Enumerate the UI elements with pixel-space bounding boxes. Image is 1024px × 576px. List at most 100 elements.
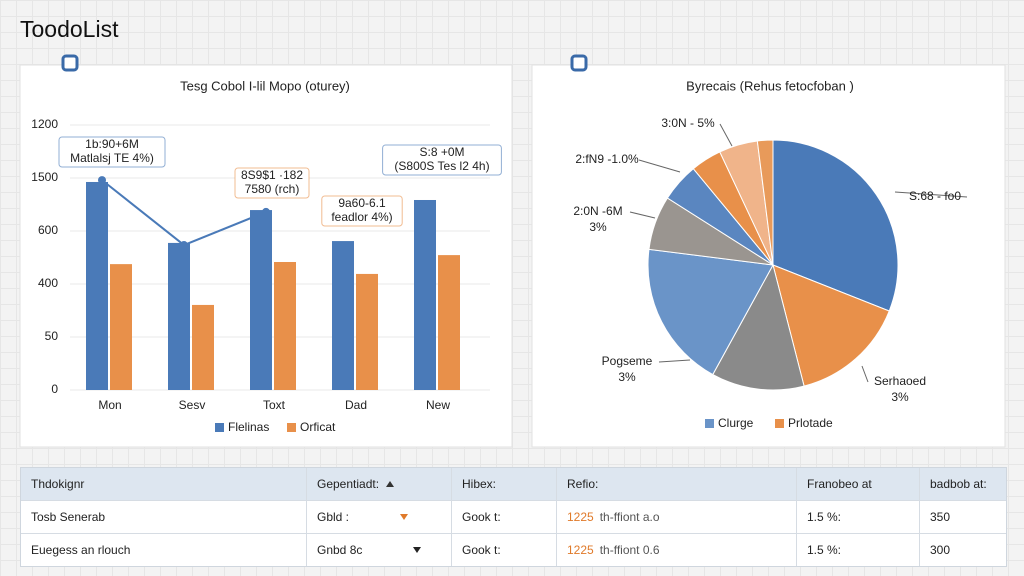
point bbox=[180, 241, 188, 250]
leader-line bbox=[719, 123, 733, 147]
pie-slice bbox=[647, 248, 774, 376]
slice-label: Pogseme bbox=[602, 354, 653, 368]
cell: 1.5 %: bbox=[796, 501, 919, 533]
x-tick-label: Sesv bbox=[179, 398, 206, 412]
leader-line bbox=[629, 211, 656, 219]
cell-text: Gnbd 8c bbox=[317, 543, 363, 557]
legend-swatch bbox=[705, 419, 714, 428]
annotation-box bbox=[58, 136, 166, 168]
x-tick-label: New bbox=[426, 398, 450, 412]
bar bbox=[414, 199, 436, 390]
point bbox=[98, 176, 106, 185]
sort-icon bbox=[386, 481, 395, 487]
header-cell[interactable]: Gepentiadt: bbox=[306, 468, 451, 500]
cell-text: th-ffiont a.o bbox=[599, 510, 660, 524]
legend-swatch bbox=[287, 423, 296, 432]
bar bbox=[274, 262, 296, 390]
leader-line bbox=[658, 359, 691, 363]
legend-label: Clurge bbox=[718, 416, 754, 430]
header-cell[interactable]: Refio: bbox=[556, 468, 796, 500]
bar bbox=[332, 241, 354, 390]
point bbox=[262, 207, 270, 216]
bar bbox=[110, 264, 132, 390]
panel-icon[interactable] bbox=[570, 54, 588, 72]
header-text: Gepentiadt: bbox=[317, 477, 380, 491]
cell: 1225 th-ffiont 0.6 bbox=[556, 534, 796, 566]
bar-title: Tesg Cobol I-lil Mopo (oturey) bbox=[180, 78, 350, 93]
bar bbox=[438, 255, 460, 390]
leader-line bbox=[861, 365, 869, 383]
bar bbox=[168, 242, 190, 390]
legend-label: Prlotade bbox=[788, 416, 833, 430]
slice-label: 2:fN9 -1.0% bbox=[575, 152, 639, 166]
app-title: ToodoList bbox=[20, 16, 119, 42]
cell-text: Gbld : bbox=[317, 510, 350, 524]
leader-line bbox=[638, 159, 681, 173]
slice-label: 3:0N - 5% bbox=[661, 116, 715, 130]
annotation-text: (S800S Tes l2 4h) bbox=[394, 159, 489, 173]
x-tick-label: Mon bbox=[98, 398, 121, 412]
cell-number: 1225 bbox=[567, 510, 594, 524]
header-cell[interactable]: Franobeo at bbox=[796, 468, 919, 500]
cell: Gook t: bbox=[451, 501, 556, 533]
y-tick-label: 0 bbox=[51, 382, 58, 396]
bar bbox=[86, 181, 108, 390]
y-tick-label: 1200 bbox=[31, 117, 58, 131]
y-tick-label: 1500 bbox=[31, 170, 58, 184]
pie-slice bbox=[712, 263, 805, 391]
legend-swatch bbox=[775, 419, 784, 428]
leader-line bbox=[894, 191, 968, 198]
cell: Tosb Senerab bbox=[31, 510, 106, 524]
y-tick-label: 400 bbox=[38, 276, 58, 290]
annotation-box bbox=[234, 167, 310, 199]
pie-slice bbox=[772, 139, 899, 312]
annotation-text: S:8 +0M bbox=[419, 145, 464, 159]
annotation-box bbox=[321, 195, 403, 227]
table: Thdokignr Gepentiadt: Hibex: Refio: Fran… bbox=[20, 467, 1007, 567]
table-row[interactable]: Euegess an rlouch Gnbd 8c Gook t: 1225 th… bbox=[21, 533, 1006, 566]
bar bbox=[250, 210, 272, 390]
trend-icon bbox=[413, 547, 422, 553]
header-cell[interactable]: Thdokignr bbox=[31, 477, 85, 491]
pie-title: Byrecais (Rehus fetocfoban ) bbox=[686, 78, 854, 93]
charts: Tesg Cobol I-lil Mopo (oturey) Byrecais … bbox=[19, 54, 1006, 448]
pie-slice bbox=[772, 264, 890, 387]
pie-slice bbox=[756, 139, 774, 266]
cell: Euegess an rlouch bbox=[31, 543, 131, 557]
cell-number: 1225 bbox=[567, 543, 594, 557]
annotation-text: 1b:90+6M bbox=[85, 137, 139, 151]
slice-label: S:68 - fo0 bbox=[909, 189, 961, 203]
annotation-box bbox=[382, 144, 502, 176]
bar bbox=[192, 304, 214, 390]
y-tick-label: 600 bbox=[38, 223, 58, 237]
panel-icon[interactable] bbox=[61, 54, 79, 72]
header-cell[interactable]: badbob at: bbox=[919, 468, 1006, 500]
legend-label: Orficat bbox=[300, 420, 336, 434]
slice-label: 3% bbox=[589, 220, 607, 234]
x-tick-label: Toxt bbox=[263, 398, 286, 412]
slice-label: 3% bbox=[891, 390, 909, 404]
trend-icon bbox=[400, 514, 409, 520]
legend-label: Flelinas bbox=[228, 420, 269, 434]
x-tick-label: Dad bbox=[345, 398, 367, 412]
annotation-text: 9a60-6.1 bbox=[338, 196, 386, 210]
legend-swatch bbox=[215, 423, 224, 432]
slice-label: Serhaoed bbox=[874, 374, 926, 388]
table-header: Thdokignr Gepentiadt: Hibex: Refio: Fran… bbox=[21, 468, 1006, 500]
slice-label: 2:0N -6M bbox=[573, 204, 622, 218]
annotation-text: 7580 (rch) bbox=[245, 182, 300, 196]
header-cell[interactable]: Hibex: bbox=[451, 468, 556, 500]
cell: Gbld : bbox=[306, 501, 451, 533]
cell: 300 bbox=[919, 534, 1006, 566]
annotation-text: 8S9$1 ·182 bbox=[241, 168, 303, 182]
cell-text: th-ffiont 0.6 bbox=[599, 543, 660, 557]
annotation-text: feadlor 4%) bbox=[331, 210, 392, 224]
bar bbox=[356, 273, 378, 390]
y-tick-label: 50 bbox=[45, 329, 59, 343]
table-row[interactable]: Tosb Senerab Gbld : Gook t: 1225 th-ffion… bbox=[21, 500, 1006, 533]
annotation-text: Matlalsj TE 4%) bbox=[70, 151, 154, 165]
slice-label: 3% bbox=[618, 370, 636, 384]
cell: 1.5 %: bbox=[796, 534, 919, 566]
cell: Gook t: bbox=[451, 534, 556, 566]
